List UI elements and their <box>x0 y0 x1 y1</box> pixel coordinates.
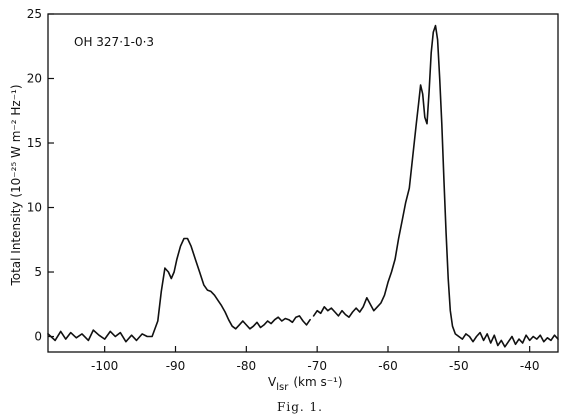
plot-frame <box>47 13 559 353</box>
y-tick-label: 5 <box>34 265 42 279</box>
y-tick-label: 15 <box>27 136 42 150</box>
y-tick-label: 0 <box>34 330 42 344</box>
x-tick-label: -60 <box>378 359 398 373</box>
x-tick-label: -70 <box>307 359 327 373</box>
y-tick-label: 10 <box>27 201 42 215</box>
y-tick-label: 20 <box>27 72 42 86</box>
series-layer <box>47 24 559 348</box>
x-tick-label: -50 <box>449 359 469 373</box>
x-axis-ticks: -100 -90 -80 -70 -60 -50 -40 <box>91 346 539 373</box>
spectrum-line <box>312 24 559 348</box>
y-axis-title: Total Intensity (10⁻²⁵ W m⁻² Hz⁻¹) <box>9 84 23 286</box>
x-tick-label: -100 <box>91 359 118 373</box>
y-axis-ticks: 0 5 10 15 20 25 <box>27 7 54 344</box>
figure-caption: Fig. 1. <box>277 400 323 414</box>
x-axis-title-main: V <box>268 375 277 389</box>
x-axis-title-subscript: lsr <box>276 382 289 393</box>
x-tick-label: -80 <box>237 359 257 373</box>
x-axis-title: Vlsr (km s⁻¹) <box>268 375 343 393</box>
x-tick-label: -90 <box>166 359 186 373</box>
source-annotation: OH 327·1-0·3 <box>74 35 154 49</box>
spectrum-line <box>47 237 311 343</box>
y-tick-label: 25 <box>27 7 42 21</box>
x-axis-title-unit: (km s⁻¹) <box>293 375 342 389</box>
x-tick-label: -40 <box>520 359 540 373</box>
